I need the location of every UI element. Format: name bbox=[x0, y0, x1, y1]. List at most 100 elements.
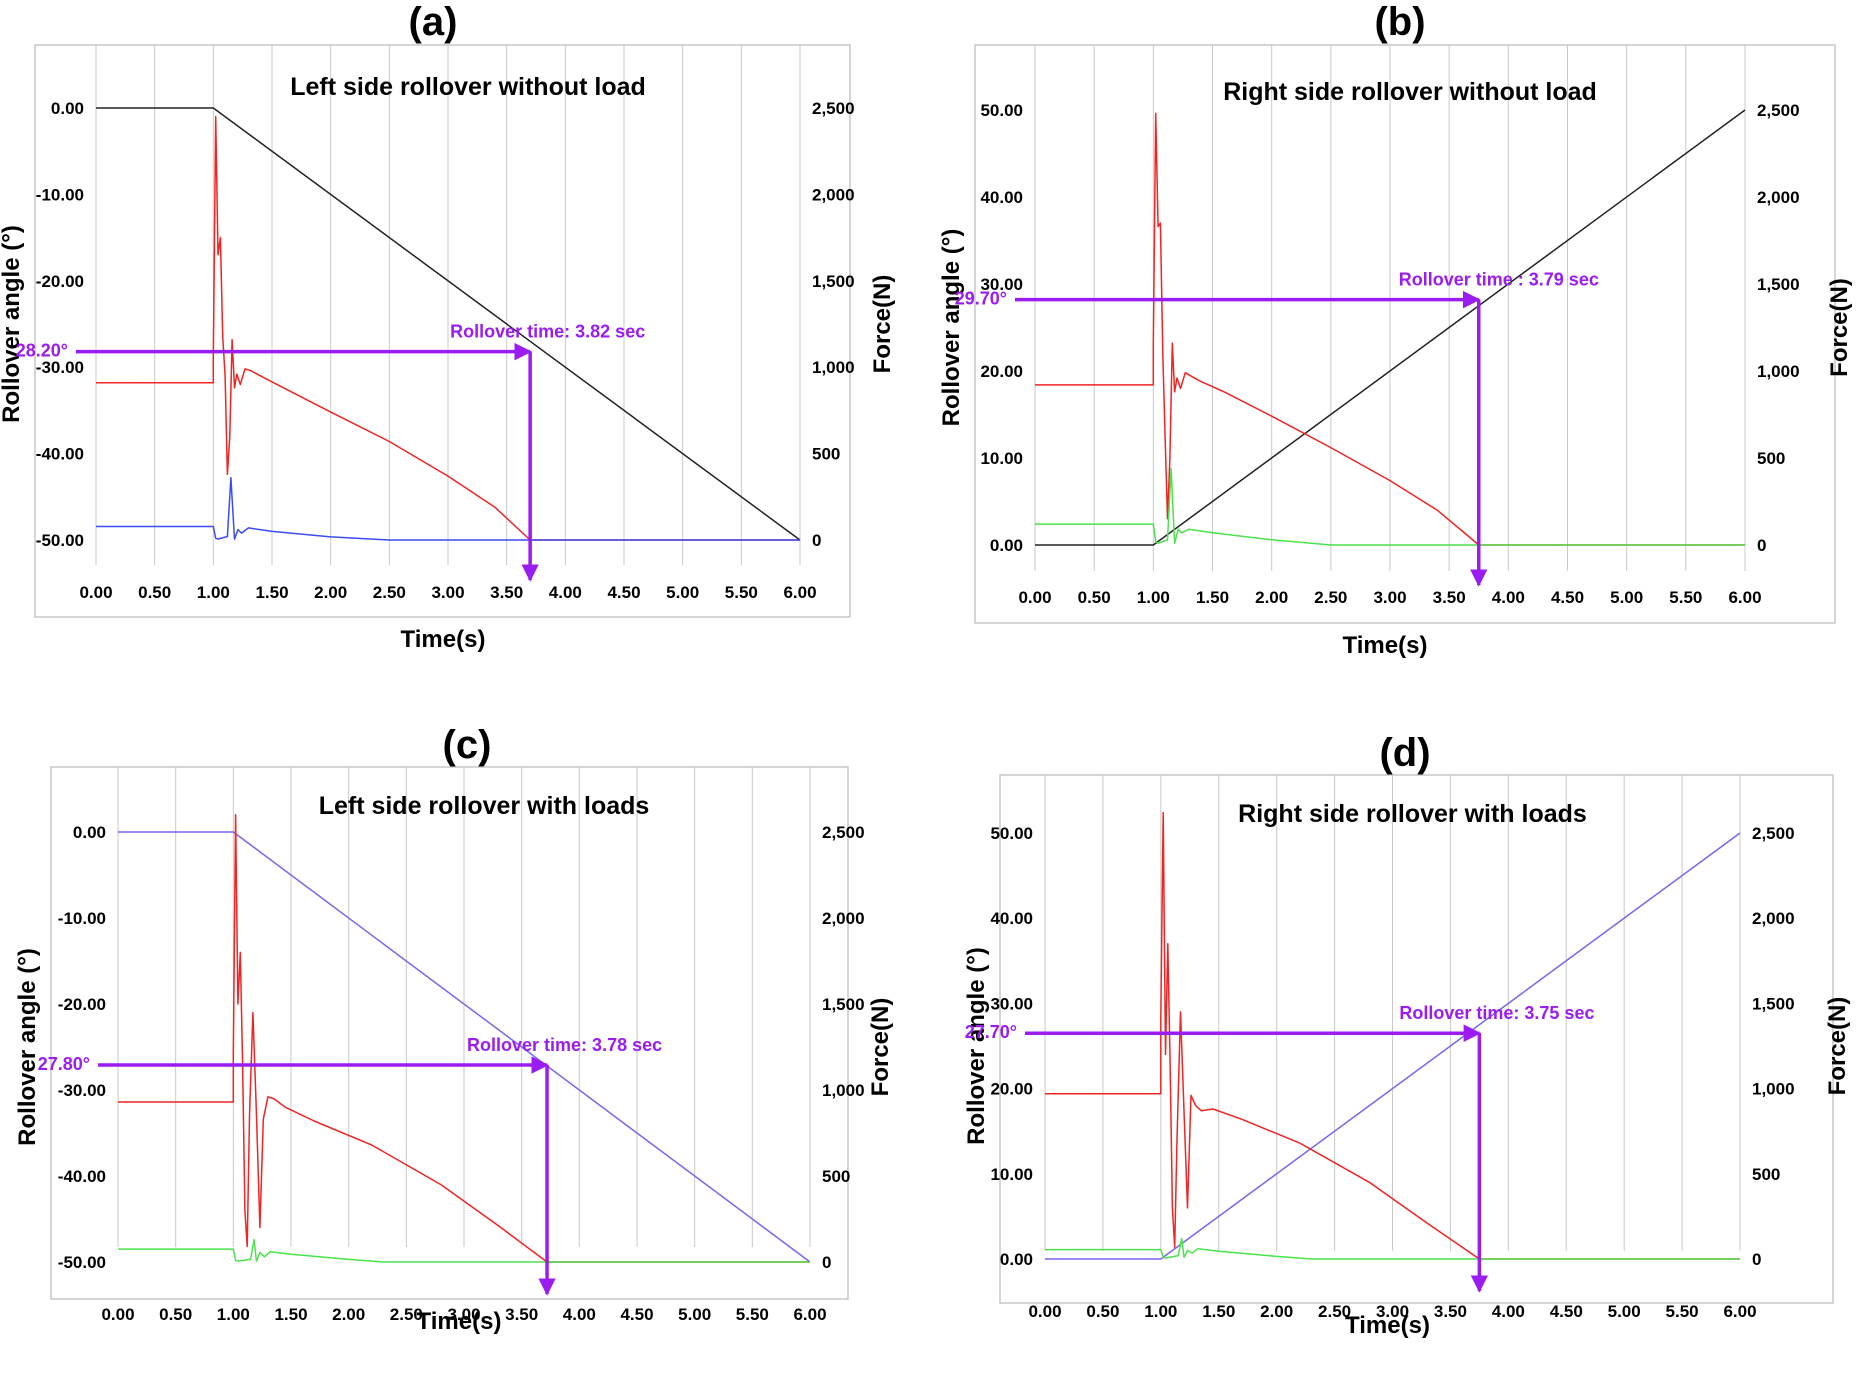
y-right-axis-label: Force(N) bbox=[1826, 278, 1853, 377]
y-right-tick-label: 1,500 bbox=[1752, 994, 1795, 1013]
x-tick-label: 1.00 bbox=[197, 583, 230, 602]
series-line bbox=[1045, 811, 1740, 1260]
x-tick-label: 3.50 bbox=[490, 583, 523, 602]
x-tick-label: 3.50 bbox=[505, 1305, 538, 1324]
x-tick-label: 1.00 bbox=[1144, 1302, 1177, 1321]
rollover-time-label: Rollover time: 3.78 sec bbox=[467, 1035, 662, 1055]
y-right-axis-label: Force(N) bbox=[869, 275, 896, 374]
y-right-axis-label: Force(N) bbox=[867, 998, 894, 1097]
x-tick-label: 3.00 bbox=[1373, 588, 1406, 607]
x-tick-label: 1.00 bbox=[1137, 588, 1170, 607]
x-tick-label: 2.00 bbox=[1260, 1302, 1293, 1321]
x-tick-label: 1.50 bbox=[255, 583, 288, 602]
series-line bbox=[1035, 467, 1745, 546]
x-axis-label: Time(s) bbox=[417, 1308, 502, 1335]
y-right-tick-label: 0 bbox=[822, 1253, 831, 1272]
y-left-tick-label: -30.00 bbox=[36, 358, 84, 377]
y-left-tick-label: -40.00 bbox=[58, 1167, 106, 1186]
y-left-tick-label: -10.00 bbox=[58, 909, 106, 928]
x-tick-label: 1.00 bbox=[217, 1305, 250, 1324]
x-axis-label: Time(s) bbox=[1345, 1312, 1430, 1339]
x-tick-label: 0.50 bbox=[1086, 1302, 1119, 1321]
x-tick-label: 2.00 bbox=[332, 1305, 365, 1324]
panel-letter: (d) bbox=[1379, 731, 1430, 775]
y-right-tick-label: 2,500 bbox=[1752, 824, 1795, 843]
y-right-tick-label: 2,000 bbox=[812, 185, 855, 204]
x-tick-label: 5.00 bbox=[1610, 588, 1643, 607]
y-right-tick-label: 0 bbox=[812, 531, 821, 550]
x-tick-label: 5.50 bbox=[725, 583, 758, 602]
chart-frame bbox=[34, 44, 851, 618]
series-line bbox=[1035, 109, 1746, 546]
panel-letter: (b) bbox=[1374, 0, 1425, 44]
x-axis-label: Time(s) bbox=[401, 626, 486, 653]
panel-letter: (a) bbox=[409, 0, 458, 44]
y-left-tick-label: 0.00 bbox=[73, 823, 106, 842]
panel-letter: (c) bbox=[443, 723, 492, 767]
x-tick-label: 0.50 bbox=[159, 1305, 192, 1324]
x-axis-label: Time(s) bbox=[1343, 632, 1428, 659]
chart-panel: (c) 0.00 0.50 1.00 1.50 2.00 2.50 3.00 3.50 4.00 4… bbox=[14, 723, 894, 1335]
rollover-angle-label: 27.70° bbox=[965, 1022, 1017, 1042]
y-left-tick-label: 30.00 bbox=[980, 275, 1023, 294]
x-tick-label: 4.00 bbox=[1492, 1302, 1525, 1321]
x-tick-label: 3.00 bbox=[431, 583, 464, 602]
x-tick-label: 5.00 bbox=[666, 583, 699, 602]
y-left-axis-label: Rollover angle (°) bbox=[963, 947, 990, 1145]
x-tick-label: 4.50 bbox=[607, 583, 640, 602]
chart-title: Right side rollover with loads bbox=[1238, 800, 1587, 828]
y-right-tick-label: 500 bbox=[822, 1167, 850, 1186]
series-line bbox=[96, 115, 800, 541]
rollover-time-label: Rollover time: 3.82 sec bbox=[450, 322, 645, 342]
y-left-tick-label: 50.00 bbox=[990, 824, 1033, 843]
y-right-tick-label: 2,500 bbox=[1757, 101, 1800, 120]
chart-frame bbox=[999, 774, 1834, 1304]
rollover-angle-label: 27.80° bbox=[38, 1054, 90, 1074]
chart-panel: (d) 0.00 0.50 1.00 1.50 2.00 2.50 3.00 3.50 4.00 4… bbox=[963, 731, 1851, 1339]
y-right-tick-label: 1,000 bbox=[1752, 1080, 1795, 1099]
y-left-axis-label: Rollover angle (°) bbox=[14, 948, 41, 1146]
y-left-tick-label: 30.00 bbox=[990, 994, 1033, 1013]
rollover-angle-label: 28.20° bbox=[16, 341, 68, 361]
x-tick-label: 3.50 bbox=[1433, 588, 1466, 607]
x-tick-label: 0.00 bbox=[79, 583, 112, 602]
rollover-angle-label: 29.70° bbox=[955, 289, 1007, 309]
x-tick-label: 2.50 bbox=[1318, 1302, 1351, 1321]
y-left-tick-label: 10.00 bbox=[980, 449, 1023, 468]
x-tick-label: 1.50 bbox=[1196, 588, 1229, 607]
chart-title: Left side rollover with loads bbox=[319, 792, 650, 820]
y-right-tick-label: 1,000 bbox=[822, 1081, 865, 1100]
x-tick-label: 6.00 bbox=[1723, 1302, 1756, 1321]
y-right-tick-label: 0 bbox=[1752, 1250, 1761, 1269]
y-right-axis-label: Force(N) bbox=[1824, 997, 1851, 1096]
chart-panel: (b) 0.00 0.50 1.00 1.50 2.00 2.50 3.00 3.50 4.00 4… bbox=[938, 0, 1853, 659]
series-line bbox=[118, 1238, 810, 1263]
x-tick-label: 4.00 bbox=[549, 583, 582, 602]
y-right-tick-label: 0 bbox=[1757, 536, 1766, 555]
y-right-tick-label: 2,500 bbox=[822, 823, 865, 842]
x-tick-label: 4.50 bbox=[1551, 588, 1584, 607]
x-tick-label: 4.50 bbox=[620, 1305, 653, 1324]
y-right-tick-label: 2,000 bbox=[1752, 909, 1795, 928]
series-line bbox=[118, 814, 810, 1263]
y-left-tick-label: 50.00 bbox=[980, 101, 1023, 120]
series-line bbox=[1045, 832, 1741, 1260]
y-left-tick-label: -30.00 bbox=[58, 1081, 106, 1100]
x-tick-label: 5.00 bbox=[1608, 1302, 1641, 1321]
rollover-time-label: Rollover time: 3.75 sec bbox=[1399, 1003, 1594, 1023]
y-left-tick-label: 20.00 bbox=[990, 1080, 1033, 1099]
y-left-tick-label: -20.00 bbox=[36, 272, 84, 291]
y-right-tick-label: 2,000 bbox=[1757, 188, 1800, 207]
x-tick-label: 2.00 bbox=[314, 583, 347, 602]
rollover-time-label: Rollover time : 3.79 sec bbox=[1399, 270, 1599, 290]
y-left-axis-label: Rollover angle (°) bbox=[0, 225, 25, 423]
y-right-tick-label: 1,000 bbox=[1757, 362, 1800, 381]
chart-frame bbox=[974, 44, 1836, 624]
x-tick-label: 0.50 bbox=[138, 583, 171, 602]
y-left-tick-label: 10.00 bbox=[990, 1165, 1033, 1184]
x-tick-label: 0.00 bbox=[1028, 1302, 1061, 1321]
y-right-tick-label: 500 bbox=[1757, 449, 1785, 468]
x-tick-label: 6.00 bbox=[1728, 588, 1761, 607]
series-line bbox=[1035, 112, 1745, 546]
